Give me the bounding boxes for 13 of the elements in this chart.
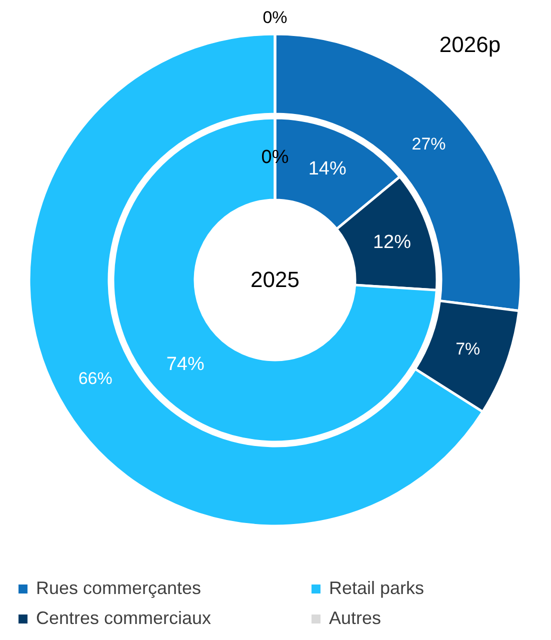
data-label: 66% <box>78 368 112 388</box>
legend-label: Autres <box>329 608 382 628</box>
slice-label: 2026p <box>439 32 501 57</box>
data-label: 7% <box>456 339 480 358</box>
slice-label: 2025 <box>250 267 300 292</box>
text: 0% <box>262 8 288 27</box>
legend-label: Rues commerçantes <box>36 578 202 598</box>
data-label: 27% <box>412 134 446 154</box>
legend-label: Retail parks <box>329 578 424 598</box>
data-label: 14% <box>308 158 346 180</box>
legend-label: Centres commerciaux <box>36 608 212 628</box>
data-label: 12% <box>372 232 412 253</box>
data-label: 74% <box>166 354 204 376</box>
